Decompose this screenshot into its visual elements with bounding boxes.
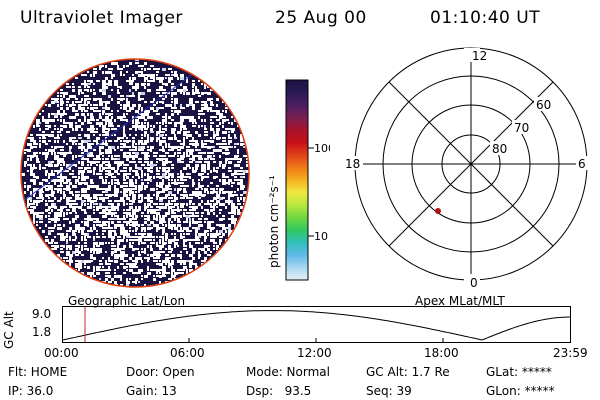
mlt-label-12: 12 xyxy=(472,49,487,63)
time-tick-00: 00:00 xyxy=(44,346,79,360)
status-mode: Mode: Normal xyxy=(246,365,330,379)
status-glon: GLon: ***** xyxy=(486,384,555,398)
mlt-label-6: 6 xyxy=(578,157,586,171)
uv-image-disk xyxy=(21,59,249,287)
altitude-ylabel: GC Alt xyxy=(2,311,16,349)
time-label: 01:10:40 UT xyxy=(430,8,541,28)
altitude-plot-area xyxy=(62,306,571,343)
uv-image-panel xyxy=(20,58,250,288)
status-gain: Gain: 13 xyxy=(126,384,177,398)
colorbar-tick-10: 10 xyxy=(314,230,328,243)
altitude-curve xyxy=(62,310,571,341)
time-tick-06: 06:00 xyxy=(170,346,205,360)
colorbar-gradient xyxy=(285,79,309,281)
status-glat: GLat: ***** xyxy=(486,365,552,379)
status-dsp: Dsp: 93.5 xyxy=(246,384,312,398)
polar-plot: 12 0 18 6 60 70 80 xyxy=(343,47,590,290)
altitude-ytick-1.8: 1.8 xyxy=(32,325,52,339)
altitude-ytick-9: 9.0 xyxy=(32,307,52,321)
status-gc-alt: GC Alt: 1.7 Re xyxy=(366,365,450,379)
geographic-label: Geographic Lat/Lon xyxy=(68,294,186,308)
mlat-label-70: 70 xyxy=(514,121,529,135)
colorbar: 100 10 photon cm⁻²s⁻¹ xyxy=(267,79,330,281)
colorbar-tick-100: 100 xyxy=(314,142,330,155)
earth-limb-outline xyxy=(20,58,250,288)
time-tick-18: 18:00 xyxy=(424,346,459,360)
satellite-position-marker xyxy=(435,208,441,214)
mlat-label-80: 80 xyxy=(492,142,507,156)
mlt-label-0: 0 xyxy=(470,276,478,290)
status-ip: IP: 36.0 xyxy=(8,384,54,398)
colorbar-unit-label: photon cm⁻²s⁻¹ xyxy=(267,175,281,268)
time-tick-2359: 23:59 xyxy=(553,346,588,360)
mlt-label-18: 18 xyxy=(345,157,360,171)
date-label: 25 Aug 00 xyxy=(275,8,367,28)
apex-label: Apex MLat/MLT xyxy=(415,294,505,308)
mlat-label-60: 60 xyxy=(536,98,551,112)
status-seq: Seq: 39 xyxy=(366,384,412,398)
status-flt: Flt: HOME xyxy=(8,365,68,379)
time-tick-12: 12:00 xyxy=(297,346,332,360)
instrument-title: Ultraviolet Imager xyxy=(20,8,183,28)
status-door: Door: Open xyxy=(126,365,195,379)
